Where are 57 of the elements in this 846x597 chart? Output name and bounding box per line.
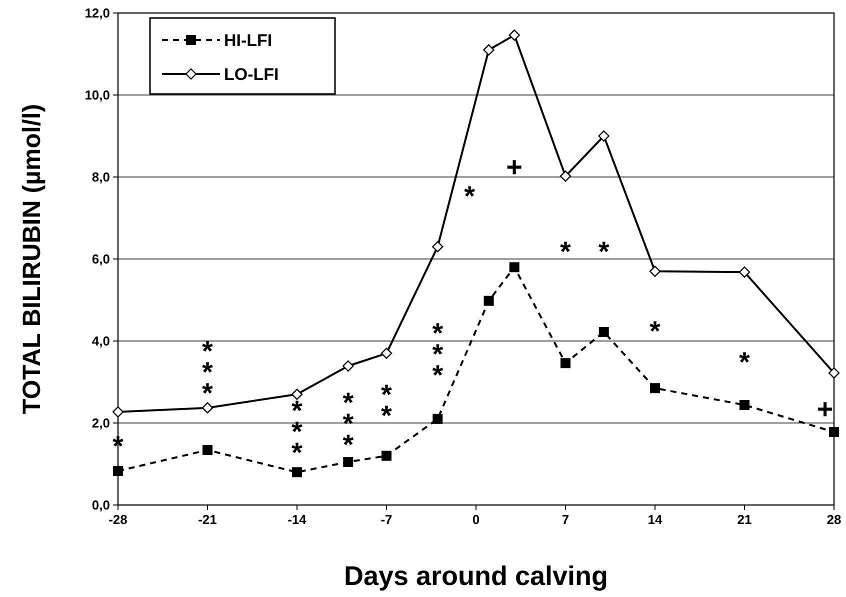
point [829,427,839,438]
point [342,360,354,372]
point [292,467,302,478]
point [112,406,124,418]
point [202,445,212,456]
point [828,367,840,379]
point [484,296,494,306]
y-tick-label: 12,0 [84,6,110,20]
point [343,456,354,467]
annotation: * [598,236,610,267]
y-tick-label: 0,0 [92,498,110,512]
y-tick-label: 10,0 [84,88,110,102]
x-tick-label: -28 [108,512,128,527]
legend-label: HI-LFI [224,31,272,50]
point [649,266,661,277]
x-tick-label: 21 [737,512,752,527]
annotation: * [739,346,750,378]
point [560,358,570,368]
point [598,130,610,142]
point [598,326,609,337]
x-axis-title: Days around calving [344,561,608,591]
point [382,450,392,461]
y-tick-label: 6,0 [92,252,110,266]
x-tick-label: -14 [288,512,308,527]
y-tick-label: 8,0 [92,170,110,184]
point [483,44,494,56]
point [560,170,572,182]
point [738,266,750,278]
y-tick-label: 2,0 [92,416,110,430]
point [508,30,520,41]
y-tick-label: 4,0 [92,334,110,348]
legend-label: LO-LFI [224,65,279,84]
point [113,466,123,476]
y-axis-title: TOTAL BILIRUBIN (µmol/l) [18,104,46,414]
annotation: + [506,152,523,183]
point [380,348,392,359]
point [432,414,443,424]
annotation: * * * [292,395,303,468]
x-tick-label: 28 [826,512,842,527]
x-tick-label: 0 [472,512,480,527]
annotation: * [464,180,476,212]
point [509,262,520,272]
point [291,388,303,400]
annotation: + [816,394,834,425]
annotation: * * * [432,317,444,390]
point [740,400,750,410]
x-tick-label: -7 [380,512,392,527]
point [202,402,214,414]
annotation: * [650,316,661,347]
point [650,383,660,394]
annotation: * [560,236,572,267]
x-tick-label: 14 [648,512,663,527]
x-tick-label: 7 [562,512,570,527]
x-tick-label: -21 [198,512,217,527]
annotation: * * [381,379,392,431]
point [432,241,444,252]
annotation: * * * [202,336,214,409]
